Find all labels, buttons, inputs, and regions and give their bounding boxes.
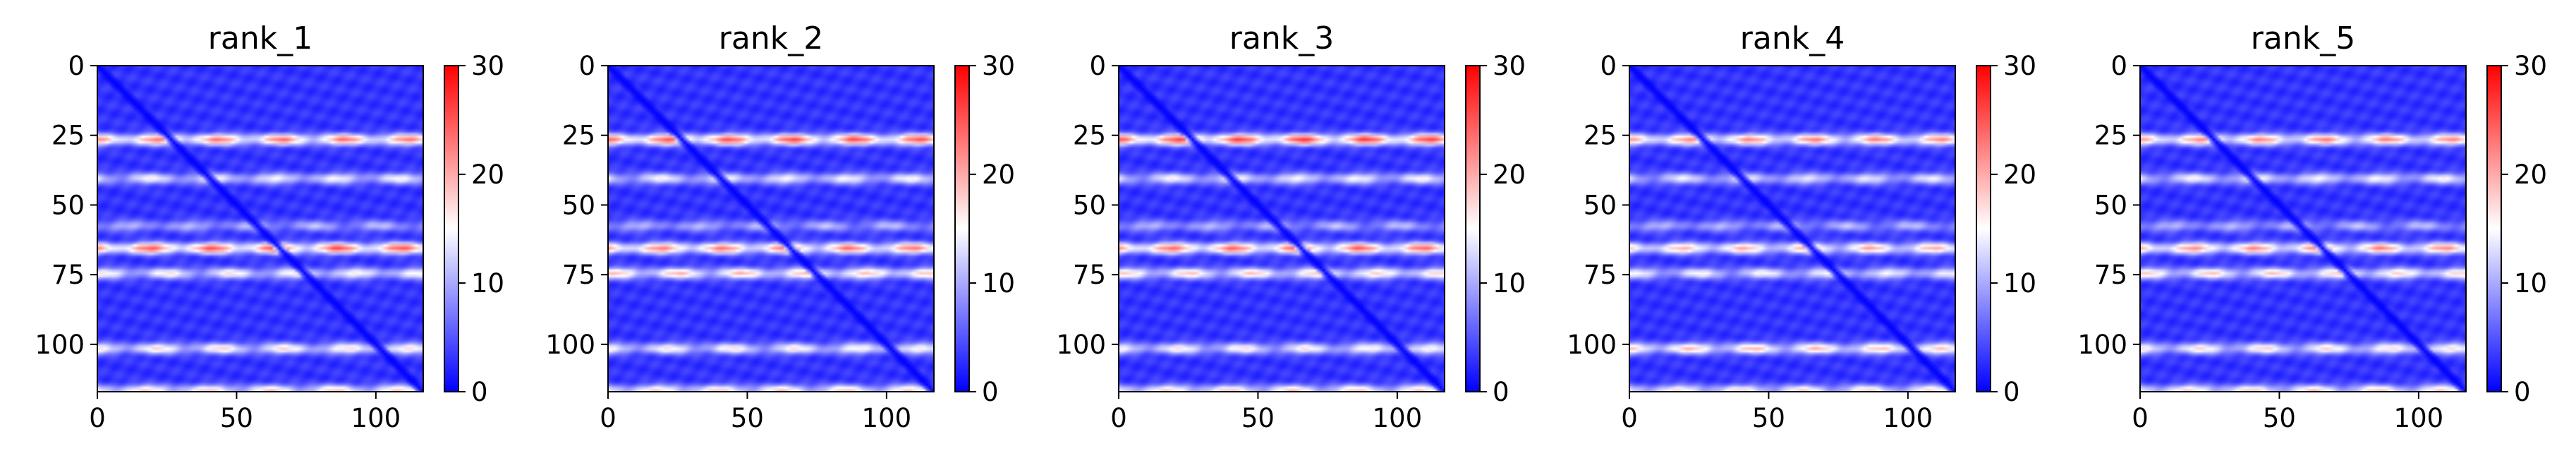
- x-tick-label: 100: [862, 403, 912, 433]
- plot-frame: [1118, 65, 1445, 392]
- colorbar-tick-label: 30: [2514, 51, 2547, 81]
- y-tick-label: 25: [1584, 121, 1617, 151]
- colorbar-tick-label: 0: [2514, 377, 2531, 407]
- x-tick-label: 50: [1241, 403, 1275, 433]
- colorbar-tick-label: 30: [2003, 51, 2036, 81]
- colorbar-tick-label: 20: [1493, 160, 1526, 190]
- colorbar: [444, 65, 459, 392]
- colorbar-tick-label: 20: [982, 160, 1015, 190]
- chart-title: rank_3: [1229, 20, 1334, 56]
- chart-title: rank_4: [1740, 20, 1845, 56]
- x-tick-label: 0: [1621, 403, 1638, 433]
- panel-rank_4: rank_4 0 50 100 0 25 50 75 100 0 10 20 30: [1567, 20, 2036, 433]
- colorbar-tick-label: 10: [471, 268, 504, 299]
- heatmap-image: [97, 66, 423, 392]
- colorbar: [2486, 65, 2502, 392]
- y-tick-label: 0: [68, 51, 85, 81]
- plot-frame: [607, 65, 935, 392]
- panel-rank_1: rank_1 0 50 100 0 25 50 75 100 0 10 20 30: [35, 20, 504, 433]
- x-tick-label: 50: [220, 403, 253, 433]
- colorbar-tick-label: 10: [1493, 268, 1526, 299]
- x-tick-label: 0: [1110, 403, 1127, 433]
- chart-title: rank_5: [2251, 20, 2355, 56]
- y-tick-label: 75: [51, 260, 85, 290]
- colorbar: [1976, 65, 1991, 392]
- colorbar-tick-label: 30: [982, 51, 1015, 81]
- x-tick-label: 100: [2394, 403, 2444, 433]
- colorbar-tick-label: 0: [1493, 377, 1509, 407]
- y-tick-label: 50: [1073, 190, 1106, 220]
- panel-rank_2: rank_2 0 50 100 0 25 50 75 100 0 10 20 30: [545, 20, 1015, 433]
- x-tick-label: 50: [2263, 403, 2296, 433]
- colorbar-tick-label: 0: [471, 377, 488, 407]
- colorbar: [1465, 65, 1481, 392]
- y-tick-label: 75: [1584, 260, 1617, 290]
- colorbar-tick-label: 20: [2514, 160, 2547, 190]
- panel-rank_5: rank_5 0 50 100 0 25 50 75 100 0 10 20 30: [2077, 20, 2547, 433]
- chart-title: rank_2: [719, 20, 823, 56]
- colorbar-tick-label: 20: [471, 160, 504, 190]
- heatmap-image: [1629, 66, 1955, 392]
- y-tick-label: 50: [51, 190, 85, 220]
- y-tick-label: 100: [545, 330, 595, 360]
- plot-frame: [97, 65, 424, 392]
- colorbar-tick-label: 10: [982, 268, 1015, 299]
- plot-frame: [1629, 65, 1956, 392]
- colorbar: [954, 65, 970, 392]
- x-tick-label: 50: [1752, 403, 1785, 433]
- plot-frame: [2139, 65, 2467, 392]
- colorbar-tick-label: 10: [2514, 268, 2547, 299]
- y-tick-label: 75: [1073, 260, 1106, 290]
- chart-title: rank_1: [208, 20, 312, 56]
- x-tick-label: 0: [2132, 403, 2149, 433]
- y-tick-label: 50: [562, 190, 595, 220]
- y-tick-label: 25: [2094, 121, 2127, 151]
- colorbar-tick-label: 30: [1493, 51, 1526, 81]
- colorbar-tick-label: 0: [2003, 377, 2020, 407]
- y-tick-label: 75: [562, 260, 595, 290]
- y-tick-label: 25: [51, 121, 85, 151]
- heatmap-image: [1119, 66, 1445, 392]
- colorbar-tick-label: 10: [2003, 268, 2036, 299]
- y-tick-label: 25: [1073, 121, 1106, 151]
- x-tick-label: 0: [89, 403, 106, 433]
- y-tick-label: 0: [1089, 51, 1106, 81]
- colorbar-tick-label: 0: [982, 377, 999, 407]
- y-tick-label: 50: [1584, 190, 1617, 220]
- y-tick-label: 25: [562, 121, 595, 151]
- heatmap-image: [2140, 66, 2466, 392]
- x-tick-label: 100: [1373, 403, 1423, 433]
- y-tick-label: 0: [2110, 51, 2127, 81]
- x-tick-label: 100: [351, 403, 401, 433]
- x-tick-label: 50: [731, 403, 764, 433]
- y-tick-label: 100: [1567, 330, 1617, 360]
- y-tick-label: 0: [1600, 51, 1617, 81]
- colorbar-tick-label: 20: [2003, 160, 2036, 190]
- colorbar-tick-label: 30: [471, 51, 504, 81]
- x-tick-label: 0: [600, 403, 616, 433]
- y-tick-label: 100: [2077, 330, 2127, 360]
- heatmap-image: [608, 66, 934, 392]
- y-tick-label: 50: [2094, 190, 2127, 220]
- y-tick-label: 0: [578, 51, 595, 81]
- y-tick-label: 100: [1056, 330, 1106, 360]
- y-tick-label: 100: [35, 330, 85, 360]
- x-tick-label: 100: [1883, 403, 1933, 433]
- y-tick-label: 75: [2094, 260, 2127, 290]
- panel-rank_3: rank_3 0 50 100 0 25 50 75 100 0 10 20 30: [1056, 20, 1526, 433]
